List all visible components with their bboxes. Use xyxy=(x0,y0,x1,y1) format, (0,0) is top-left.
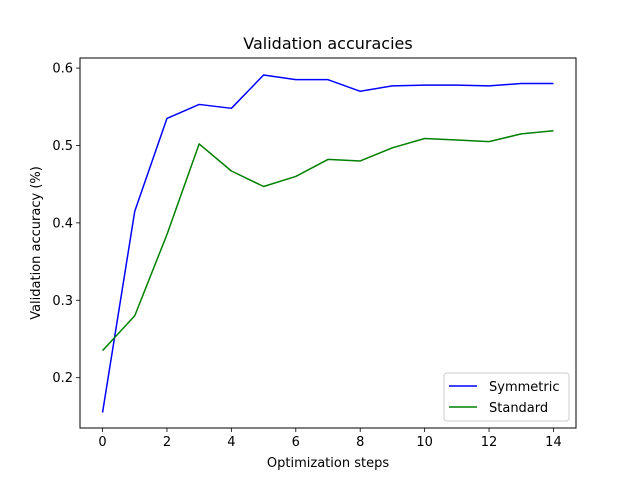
y-tick-label: 0.2 xyxy=(52,371,73,386)
series-line-symmetric xyxy=(101,74,554,413)
x-tick-label: 4 xyxy=(227,435,235,450)
y-ticks: 0.2 0.3 0.4 0.5 0.6 xyxy=(52,62,80,386)
y-axis-label: Validation accuracy (%) xyxy=(29,166,44,320)
x-tick-label: 8 xyxy=(356,435,364,450)
series-line-standard xyxy=(101,130,554,352)
legend: Symmetric Standard xyxy=(443,372,570,422)
y-tick-label: 0.6 xyxy=(52,62,73,77)
chart-title: Validation accuracies xyxy=(243,34,412,53)
y-tick-label: 0.5 xyxy=(52,139,73,154)
x-axis-label: Optimization steps xyxy=(267,456,389,471)
x-tick-label: 2 xyxy=(163,435,171,450)
axes-frame xyxy=(79,57,577,429)
x-tick-label: 14 xyxy=(545,435,562,450)
x-tick-label: 0 xyxy=(98,435,106,450)
x-ticks: 0 2 4 6 8 10 12 14 xyxy=(98,428,562,450)
y-tick-label: 0.4 xyxy=(52,216,73,231)
legend-label-symmetric: Symmetric xyxy=(489,380,559,395)
plot-area: 0 2 4 6 8 10 12 14 0.2 0.3 0.4 0.5 0.6 xyxy=(52,57,577,450)
x-tick-label: 12 xyxy=(481,435,498,450)
x-tick-label: 10 xyxy=(416,435,433,450)
legend-label-standard: Standard xyxy=(489,401,548,416)
series-layer xyxy=(101,74,554,413)
x-tick-label: 6 xyxy=(292,435,300,450)
y-tick-label: 0.3 xyxy=(52,294,73,309)
legend-box xyxy=(443,372,570,422)
